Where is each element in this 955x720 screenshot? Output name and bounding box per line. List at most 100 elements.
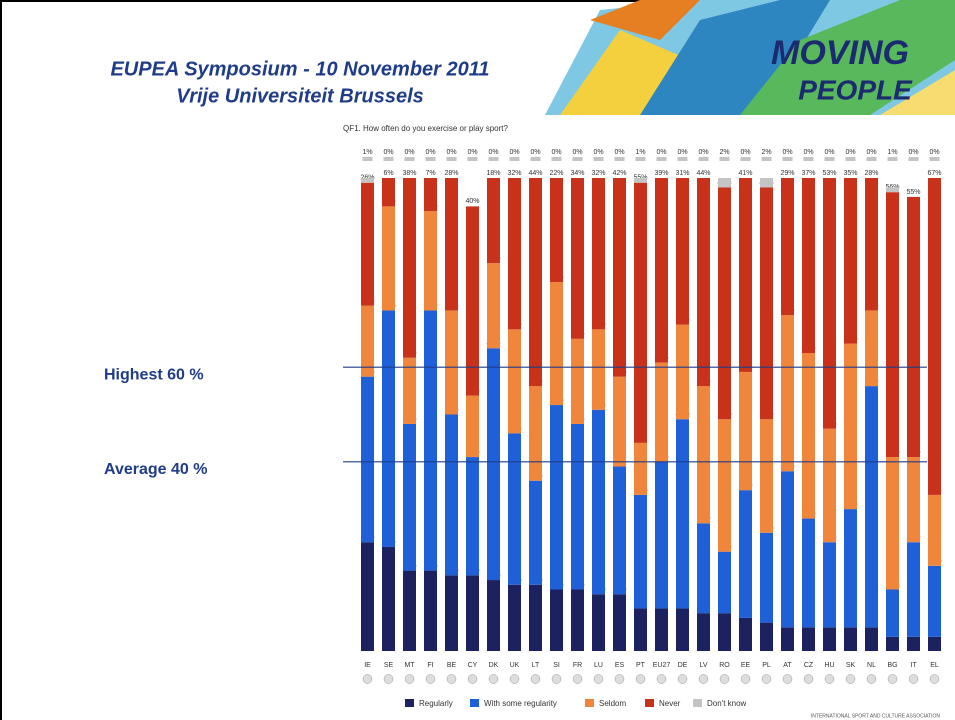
bar-segment [823, 178, 836, 429]
legend-swatch [693, 699, 702, 707]
value-label: 44% [696, 170, 710, 177]
bar-segment [382, 310, 395, 547]
legend-label: Don't know [707, 699, 747, 708]
dont-know-box [489, 157, 499, 161]
bar-segment [403, 178, 416, 358]
value-label: 55% [906, 189, 920, 196]
legend-label: Seldom [599, 699, 626, 708]
bar-segment [928, 178, 941, 495]
value-label: 32% [591, 170, 605, 177]
bar-segment [550, 282, 563, 405]
flag [573, 675, 582, 684]
value-label: 0% [677, 149, 687, 156]
bar-segment [718, 187, 731, 419]
dont-know-box [930, 157, 940, 161]
bar-segment [529, 481, 542, 585]
bar-segment [361, 377, 374, 543]
flag [615, 675, 624, 684]
bar-segment [613, 377, 626, 467]
bar-segment [424, 178, 437, 211]
flag [447, 675, 456, 684]
bar-segment [907, 197, 920, 457]
bar-segment [739, 372, 752, 490]
dont-know-box [363, 157, 373, 161]
bar-segment [802, 519, 815, 628]
dont-know-box [762, 157, 772, 161]
bar-segment [886, 590, 899, 637]
bar-segment [760, 187, 773, 419]
dont-know-box [825, 157, 835, 161]
x-tick-label: IT [910, 662, 917, 669]
reference-label: Average 40 % [104, 461, 207, 478]
x-tick-label: FI [427, 662, 433, 669]
x-tick-label: RO [719, 662, 730, 669]
x-tick-label: LT [532, 662, 540, 669]
bar-segment [676, 325, 689, 420]
bar-segment [508, 585, 521, 651]
legend-label: With some regularity [484, 699, 557, 708]
bar-segment [424, 310, 437, 570]
x-tick-label: LV [699, 662, 707, 669]
value-label: 0% [593, 149, 603, 156]
value-label: 42% [612, 170, 626, 177]
value-label: 2% [719, 149, 729, 156]
bar-segment [487, 178, 500, 263]
legend-swatch [585, 699, 594, 707]
bar-segment [823, 429, 836, 543]
bar-segment [781, 471, 794, 627]
bar-segment [844, 178, 857, 344]
value-label: 35% [843, 170, 857, 177]
bar-segment [634, 183, 647, 443]
value-label: 37% [801, 170, 815, 177]
flag [930, 675, 939, 684]
bar-segment [802, 178, 815, 353]
value-label: 0% [803, 149, 813, 156]
bar-segment [697, 523, 710, 613]
bar-segment [529, 386, 542, 481]
flag [825, 675, 834, 684]
dont-know-box [594, 157, 604, 161]
bar-segment [781, 627, 794, 651]
flag [405, 675, 414, 684]
value-label: 38% [402, 170, 416, 177]
bar-segment [403, 424, 416, 571]
bar-segment [739, 490, 752, 618]
slide-subtitle: Vrije Universiteit Brussels [176, 85, 424, 107]
bar-segment [865, 386, 878, 627]
x-tick-label: ES [615, 662, 625, 669]
bar-segment [466, 575, 479, 651]
x-tick-label: PT [636, 662, 646, 669]
value-label: 2% [761, 149, 771, 156]
value-label: 53% [822, 170, 836, 177]
flag [468, 675, 477, 684]
value-label: 0% [782, 149, 792, 156]
value-label: 0% [929, 149, 939, 156]
dont-know-box [678, 157, 688, 161]
value-label: 1% [887, 149, 897, 156]
slide-title: EUPEA Symposium - 10 November 2011 [110, 58, 489, 80]
x-tick-label: LU [594, 662, 603, 669]
value-label: 1% [635, 149, 645, 156]
value-label: 41% [738, 170, 752, 177]
bar-segment [445, 310, 458, 414]
value-label: 0% [467, 149, 477, 156]
x-tick-label: SI [553, 662, 560, 669]
flag [636, 675, 645, 684]
bar-segment [466, 457, 479, 575]
value-label: 28% [864, 170, 878, 177]
bar-segment [865, 310, 878, 386]
x-tick-label: EE [741, 662, 751, 669]
bar-segment [655, 608, 668, 651]
value-label: 0% [425, 149, 435, 156]
value-label: 7% [425, 170, 435, 177]
bar-segment [382, 547, 395, 651]
value-label: 18% [486, 170, 500, 177]
legend-swatch [645, 699, 654, 707]
bar-segment [445, 178, 458, 310]
flag [678, 675, 687, 684]
x-tick-label: MT [404, 662, 415, 669]
legend-label: Never [659, 699, 681, 708]
flag [384, 675, 393, 684]
legend-swatch [405, 699, 414, 707]
bar-segment [592, 329, 605, 409]
